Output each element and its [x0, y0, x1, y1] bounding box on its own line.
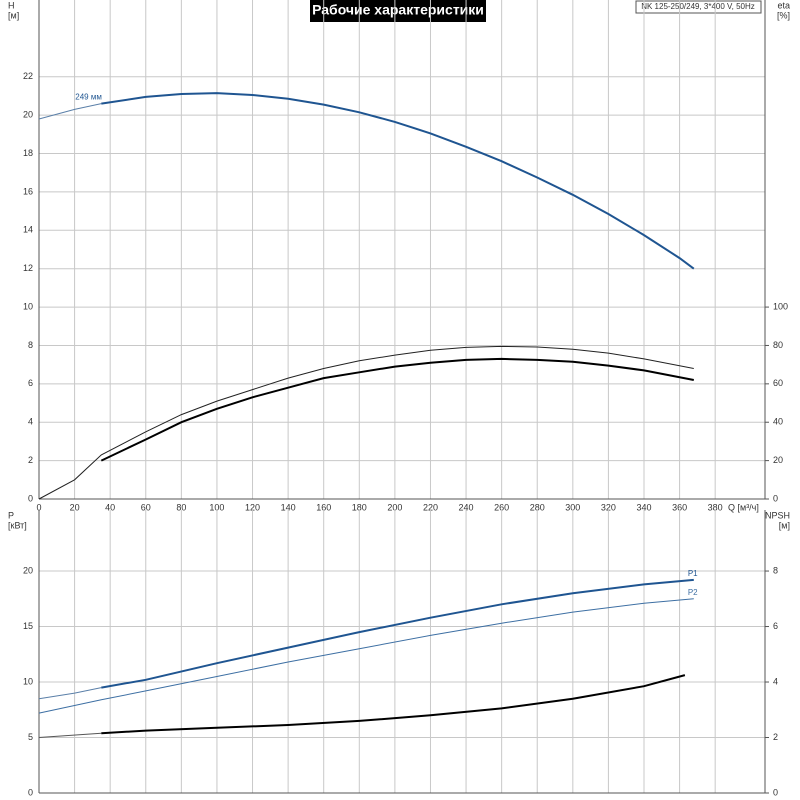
y2-axis-label: eta: [777, 0, 790, 10]
y-tick-label: 10: [23, 301, 33, 311]
curve: [101, 674, 686, 735]
curve: [38, 598, 694, 714]
x-tick-label: 20: [70, 502, 80, 512]
curve: [101, 578, 694, 689]
y2-tick-label: 2: [773, 732, 778, 742]
x-tick-label: 300: [565, 502, 580, 512]
curve-label: P2: [688, 588, 698, 597]
y2-tick-label: 8: [773, 565, 778, 575]
y-axis-label: [кВт]: [8, 520, 27, 530]
x-tick-label: 280: [530, 502, 545, 512]
y-tick-label: 14: [23, 225, 33, 235]
x-tick-label: 260: [494, 502, 509, 512]
y2-tick-label: 100: [773, 301, 788, 311]
model-label: NK 125-250/249, 3*400 V, 50Hz: [641, 2, 755, 11]
y-tick-label: 6: [28, 378, 33, 388]
y2-axis-label: NPSH: [765, 510, 790, 520]
x-tick-label: 100: [209, 502, 224, 512]
y-tick-label: 15: [23, 621, 33, 631]
curve: [38, 687, 102, 700]
x-tick-label: 340: [636, 502, 651, 512]
y2-tick-label: 80: [773, 340, 783, 350]
x-tick-label: 200: [387, 502, 402, 512]
title-box: [310, 0, 486, 22]
y-tick-label: 10: [23, 676, 33, 686]
y2-tick-label: 0: [773, 787, 778, 797]
y-tick-label: 2: [28, 455, 33, 465]
y2-axis-label: [%]: [777, 10, 790, 20]
x-tick-label: 0: [36, 502, 41, 512]
y-tick-label: 0: [28, 493, 33, 503]
chart-title: Рабочие характеристики: [312, 2, 484, 18]
model-box: [635, 0, 762, 14]
x-axis-label: Q [м³/ч]: [728, 502, 759, 512]
curve: [38, 103, 102, 120]
y-tick-label: 12: [23, 263, 33, 273]
x-tick-label: 360: [672, 502, 687, 512]
y-tick-label: 4: [28, 417, 33, 427]
y-axis-label: P: [8, 510, 14, 520]
x-tick-label: 240: [459, 502, 474, 512]
curve: [100, 357, 694, 462]
curve-label: P1: [688, 569, 698, 578]
x-tick-label: 120: [245, 502, 260, 512]
y2-tick-label: 20: [773, 455, 783, 465]
x-tick-label: 80: [176, 502, 186, 512]
y2-tick-label: 40: [773, 417, 783, 427]
y-axis-label: H: [8, 0, 15, 10]
y2-axis-label: [м]: [779, 520, 790, 530]
curve: [101, 92, 695, 270]
y-tick-label: 20: [23, 110, 33, 120]
y2-tick-label: 6: [773, 621, 778, 631]
curve: [38, 732, 102, 738]
y-tick-label: 22: [23, 71, 33, 81]
y-tick-label: 8: [28, 340, 33, 350]
x-tick-label: 380: [708, 502, 723, 512]
x-tick-label: 40: [105, 502, 115, 512]
x-tick-label: 60: [141, 502, 151, 512]
y2-tick-label: 4: [773, 676, 778, 686]
y-tick-label: 5: [28, 732, 33, 742]
x-tick-label: 220: [423, 502, 438, 512]
x-tick-label: 320: [601, 502, 616, 512]
curve: [38, 345, 694, 500]
x-tick-label: 160: [316, 502, 331, 512]
y2-tick-label: 0: [773, 493, 778, 503]
curve-label: 249 мм: [75, 93, 102, 102]
x-tick-label: 140: [281, 502, 296, 512]
y-tick-label: 18: [23, 148, 33, 158]
y-axis-label: [м]: [8, 10, 19, 20]
y-tick-label: 0: [28, 787, 33, 797]
y-tick-label: 20: [23, 565, 33, 575]
y2-tick-label: 60: [773, 378, 783, 388]
y-tick-label: 16: [23, 186, 33, 196]
x-tick-label: 180: [352, 502, 367, 512]
